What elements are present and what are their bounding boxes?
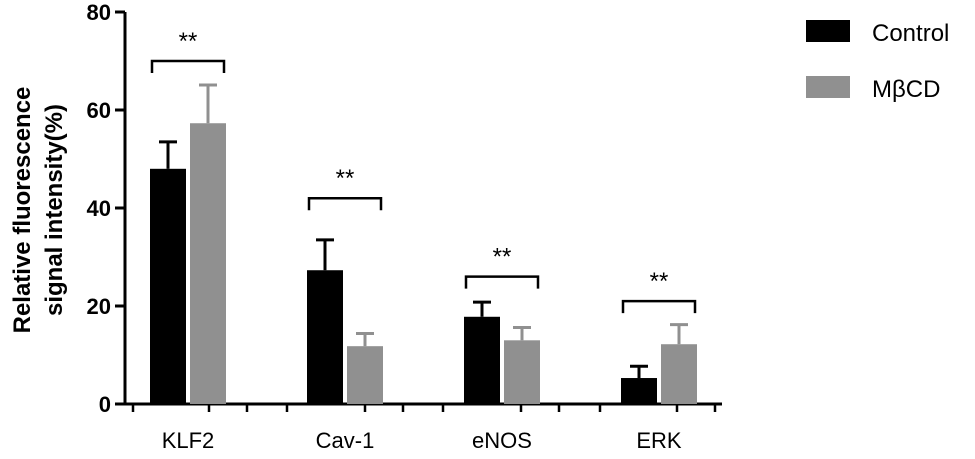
legend-label: Control	[872, 20, 949, 47]
error-bars	[159, 83, 688, 379]
bar-control	[621, 378, 657, 404]
significance-label: **	[493, 244, 512, 271]
y-tick-label: 0	[99, 392, 111, 417]
legend-swatch	[806, 20, 850, 42]
y-tick-label: 60	[87, 98, 111, 123]
bar-mbcd	[347, 346, 383, 404]
significance-bracket	[150, 59, 226, 73]
legend-label: MβCD	[872, 76, 940, 103]
x-category-label: Cav-1	[316, 428, 375, 453]
bar-mbcd	[190, 123, 226, 404]
x-category-label: KLF2	[162, 428, 215, 453]
y-axis-label: Relative fluorescence signal intensity(%)	[9, 87, 68, 334]
legend-swatch	[806, 76, 850, 98]
y-tick-label: 20	[87, 294, 111, 319]
x-category-label: eNOS	[472, 428, 532, 453]
y-axis-label-line: signal intensity(%)	[41, 104, 68, 316]
bar-control	[307, 270, 343, 404]
significance-label: **	[336, 165, 355, 192]
legend: Control MβCD	[806, 20, 949, 103]
significance-label: **	[179, 28, 198, 55]
x-category-label: ERK	[636, 428, 682, 453]
y-axis-label-line: Relative fluorescence	[9, 87, 36, 334]
significance-bracket	[464, 275, 540, 289]
y-axis: 0 20 40 60 80	[87, 0, 127, 417]
y-tick-label: 40	[87, 196, 111, 221]
significance-bracket	[621, 299, 697, 314]
significance-bracket	[307, 196, 383, 211]
significance-label: **	[650, 268, 669, 295]
bar-mbcd	[504, 340, 540, 404]
bar-mbcd	[661, 344, 697, 404]
bars	[150, 123, 697, 404]
x-axis: KLF2 Cav-1 eNOS ERK	[125, 402, 722, 453]
y-tick-label: 80	[87, 0, 111, 25]
bar-control	[150, 168, 186, 404]
bar-control	[464, 316, 500, 404]
significance-markers: ** ** ** **	[150, 28, 697, 314]
